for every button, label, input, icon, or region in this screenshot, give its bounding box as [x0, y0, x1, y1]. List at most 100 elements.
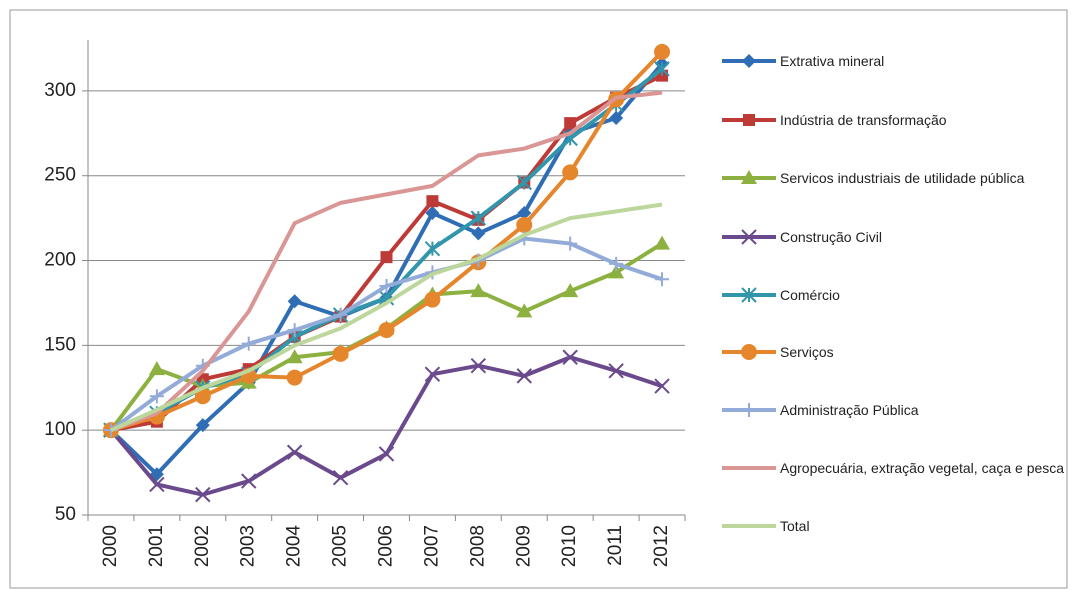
legend-swatch	[722, 344, 776, 360]
marker	[425, 206, 440, 221]
legend-item: Indústria de transformação	[722, 109, 1067, 131]
x-tick-label: 2000	[100, 525, 121, 567]
marker	[470, 358, 487, 374]
x-tick-label: 2001	[146, 525, 167, 567]
marker	[470, 283, 487, 298]
marker	[564, 117, 577, 130]
y-tick-label: 100	[44, 419, 76, 440]
marker	[563, 236, 578, 251]
legend-label: Agropecuária, extração vegetal, caça e p…	[780, 460, 1065, 476]
marker	[471, 226, 486, 241]
marker	[424, 291, 441, 308]
legend-label: Extrativa mineral	[780, 53, 885, 69]
x-tick-label: 2012	[651, 525, 672, 567]
marker	[149, 389, 164, 404]
legend-swatch	[722, 54, 776, 68]
marker	[148, 361, 165, 376]
x-tick-label: 2007	[421, 525, 442, 567]
legend-swatch	[722, 229, 776, 245]
x-tick-label: 2004	[284, 525, 305, 568]
marker	[424, 240, 441, 257]
marker	[516, 303, 533, 318]
legend-item: Extrativa mineral	[722, 50, 1067, 72]
marker	[516, 174, 532, 191]
legend-swatch	[722, 287, 776, 303]
marker	[332, 469, 349, 486]
marker	[241, 473, 257, 489]
legend-label: Construção Civil	[780, 229, 882, 245]
legend-label: Serviços	[780, 344, 834, 360]
marker	[241, 336, 256, 351]
x-tick-label: 2010	[559, 525, 580, 567]
marker	[741, 229, 757, 245]
legend-item: Total	[722, 515, 1067, 537]
marker	[654, 378, 670, 394]
x-tick-label: 2002	[192, 525, 213, 567]
series-line	[110, 202, 663, 433]
marker	[654, 43, 671, 60]
marker	[286, 369, 303, 386]
marker	[424, 366, 441, 382]
marker	[378, 446, 395, 462]
y-tick-label: 150	[44, 334, 76, 355]
marker	[426, 195, 439, 208]
marker	[741, 344, 757, 360]
y-tick-label: 50	[55, 504, 76, 525]
x-tick-label: 2003	[238, 525, 259, 567]
marker	[286, 444, 303, 460]
marker	[517, 206, 532, 221]
marker	[654, 235, 671, 250]
x-tick-label: 2006	[376, 525, 397, 567]
marker	[608, 264, 625, 279]
legend-item: Serviços	[722, 341, 1067, 363]
marker	[742, 54, 756, 68]
marker	[609, 256, 624, 271]
marker	[562, 164, 579, 181]
marker	[655, 272, 670, 287]
series-line	[110, 90, 663, 433]
legend-swatch	[722, 403, 776, 417]
legend-item: Administração Pública	[722, 399, 1067, 421]
legend-item: Construção Civil	[722, 226, 1067, 248]
marker	[287, 323, 302, 338]
marker	[741, 170, 757, 184]
marker	[742, 403, 756, 417]
legend-label: Administração Pública	[780, 402, 919, 418]
marker	[379, 278, 394, 293]
legend-swatch	[722, 466, 776, 470]
marker	[195, 486, 211, 503]
marker	[516, 216, 533, 233]
legend-label: Comércio	[780, 287, 840, 303]
legend-item: Comércio	[722, 284, 1067, 306]
frame	[9, 9, 1068, 589]
marker	[562, 283, 579, 298]
legend-item: Servicos industriais de utilidade públic…	[722, 167, 1067, 189]
x-tick-label: 2008	[467, 525, 488, 567]
marker	[608, 363, 624, 379]
y-tick-label: 300	[44, 80, 76, 101]
legend-label: Total	[780, 518, 810, 534]
x-tick-label: 2009	[513, 525, 534, 567]
marker	[654, 61, 670, 77]
legend-swatch	[722, 170, 776, 184]
y-tick-label: 200	[44, 250, 76, 271]
marker	[609, 111, 624, 126]
legend-swatch	[722, 114, 776, 126]
y-tick-label: 250	[44, 165, 76, 186]
marker	[287, 294, 302, 309]
marker	[378, 322, 395, 339]
marker	[286, 349, 303, 364]
marker	[743, 114, 755, 126]
marker	[332, 345, 349, 362]
marker	[194, 388, 211, 405]
legend-label: Indústria de transformação	[780, 112, 947, 128]
marker	[516, 368, 532, 384]
x-tick-label: 2011	[605, 525, 626, 566]
marker	[333, 307, 348, 322]
legend-swatch	[722, 524, 776, 528]
marker	[741, 287, 757, 303]
x-tick-label: 2005	[330, 525, 351, 567]
legend-label: Servicos industriais de utilidade públic…	[780, 170, 1025, 186]
